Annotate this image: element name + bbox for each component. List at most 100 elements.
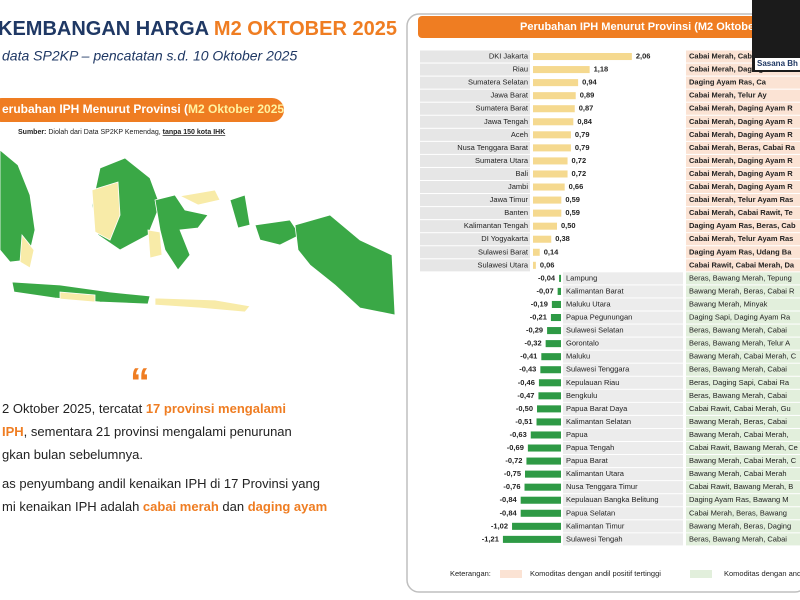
category-band xyxy=(563,455,683,468)
commodity-cell xyxy=(686,337,800,350)
bar xyxy=(533,157,568,165)
commodity-text: Bawang Merah, Beras, Cabai xyxy=(689,417,787,426)
category-label: Jawa Tengah xyxy=(484,117,528,126)
category-band xyxy=(420,76,530,89)
text-segment: mi kenaikan IPH adalah xyxy=(2,499,143,514)
category-band xyxy=(420,63,530,76)
commodity-cell xyxy=(686,376,800,389)
category-label: Banten xyxy=(504,208,528,217)
text-segment: as penyumbang andil kenaikan IPH di 17 P… xyxy=(2,476,320,491)
map xyxy=(0,149,396,316)
value-label: -0,51 xyxy=(515,417,532,426)
map-region xyxy=(91,181,121,241)
map-region xyxy=(0,149,36,263)
category-label: Papua Barat xyxy=(566,456,609,465)
category-band xyxy=(563,494,683,507)
bar xyxy=(530,431,561,439)
category-band xyxy=(563,481,683,494)
value-label: -0,47 xyxy=(517,391,534,400)
text-segment: cabai merah xyxy=(143,499,219,514)
source-note: Sumber: Diolah dari Data SP2KP Kemendag,… xyxy=(18,129,225,136)
category-band xyxy=(420,246,530,259)
category-label: Riau xyxy=(513,65,528,74)
text-segment: dan xyxy=(219,499,248,514)
category-label: Kepulauan Riau xyxy=(566,378,619,387)
commodity-text: Cabai Merah, Daging Ayam R xyxy=(689,156,793,165)
map-region xyxy=(229,194,251,229)
commodity-text: Bawang Merah, Cabai Merah, xyxy=(689,430,789,439)
bar xyxy=(533,248,540,256)
commodity-text: Cabai Merah, Daging xyxy=(689,65,764,74)
bar xyxy=(538,392,561,400)
bar xyxy=(538,379,561,387)
legend-label: Komoditas dengan andil negatif tertinggi xyxy=(724,569,800,578)
commodity-cell xyxy=(686,233,800,246)
bar xyxy=(533,92,576,100)
category-band xyxy=(420,233,530,246)
commodity-cell xyxy=(686,324,800,337)
commodity-cell xyxy=(686,167,800,180)
bar xyxy=(533,235,552,243)
value-label: 0,72 xyxy=(572,169,587,178)
bar xyxy=(533,66,590,74)
commodity-text: Cabai Merah, Telur Ayam Ras xyxy=(689,195,793,204)
commodity-cell xyxy=(686,494,800,507)
category-label: Papua Barat Daya xyxy=(566,404,628,413)
category-band xyxy=(563,402,683,415)
commodity-text: Beras, Bawang Merah, Cabai xyxy=(689,365,787,374)
category-label: Nusa Tenggara Barat xyxy=(457,143,529,152)
category-band xyxy=(563,520,683,533)
webcam-name-bar xyxy=(755,58,800,70)
value-label: -0,21 xyxy=(530,313,547,322)
text-segment: Diolah dari Data SP2KP Kemendag, xyxy=(46,129,162,136)
category-band xyxy=(563,415,683,428)
category-label: Sumatera Barat xyxy=(475,104,528,113)
category-label: Kalimantan Selatan xyxy=(566,417,631,426)
category-band xyxy=(563,337,683,350)
value-label: 0,94 xyxy=(582,78,597,87)
commodity-text: Cabai Merah, Daging Ayam R xyxy=(689,104,793,113)
category-band xyxy=(420,194,530,207)
category-label: Bali xyxy=(515,169,528,178)
category-label: Sumatera Selatan xyxy=(468,78,528,87)
value-label: 0,59 xyxy=(565,208,580,217)
quote-line: mi kenaikan IPH adalah cabai merah dan d… xyxy=(2,499,327,514)
commodity-cell xyxy=(686,194,800,207)
commodity-cell xyxy=(686,455,800,468)
quote-line: 2 Oktober 2025, tercatat 17 provinsi men… xyxy=(2,401,286,416)
commodity-text: Cabai Merah, Cab xyxy=(689,52,752,61)
slide-title: KEMBANGAN HARGA M2 OKTOBER 2025 xyxy=(0,18,397,40)
bar xyxy=(525,470,561,478)
category-label: DI Yogyakarta xyxy=(481,234,529,243)
category-band xyxy=(420,128,530,141)
commodity-cell xyxy=(686,220,800,233)
category-label: Kepulauan Bangka Belitung xyxy=(566,495,659,504)
bar xyxy=(533,196,562,204)
value-label: 0,89 xyxy=(580,91,595,100)
bar xyxy=(502,535,561,543)
bar xyxy=(545,340,561,348)
category-band xyxy=(420,89,530,102)
category-band xyxy=(420,207,530,220)
value-label: -1,02 xyxy=(491,521,508,530)
commodity-text: Bawang Merah, Cabai Merah xyxy=(689,469,787,478)
bar xyxy=(551,300,561,308)
map-region xyxy=(254,219,301,246)
category-label: Lampung xyxy=(566,273,597,282)
commodity-cell xyxy=(686,468,800,481)
category-label: Papua Selatan xyxy=(566,508,615,517)
value-label: -0,04 xyxy=(538,273,556,282)
bar xyxy=(540,366,561,374)
category-band xyxy=(420,102,530,115)
map-region xyxy=(147,229,163,259)
category-label: Kalimantan Barat xyxy=(566,286,624,295)
commodity-text: Cabai Merah, Daging Ayam R xyxy=(689,169,793,178)
text-segment: gkan bulan sebelumnya. xyxy=(2,447,143,462)
commodity-cell xyxy=(686,89,800,102)
bar xyxy=(547,327,561,335)
commodity-text: Bawang Merah, Cabai Merah, C xyxy=(689,456,797,465)
commodity-cell xyxy=(686,442,800,455)
commodity-text: Daging Ayam Ras, Ca xyxy=(689,78,767,87)
